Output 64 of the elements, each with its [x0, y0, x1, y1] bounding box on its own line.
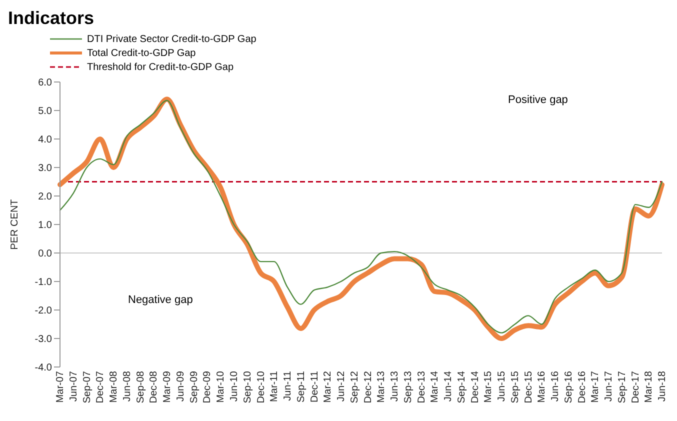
y-axis-title: PER CENT: [10, 199, 21, 250]
x-tick-label: Jun-17: [604, 370, 615, 402]
chart-title: Indicators: [8, 8, 96, 28]
x-tick-label: Jun-14: [443, 370, 454, 402]
x-tick-label: Sep-10: [242, 370, 254, 404]
x-tick-label: Mar-16: [536, 370, 548, 403]
x-tick-label: Dec-14: [470, 370, 481, 404]
legend-label: Threshold for Credit-to-GDP Gap: [87, 62, 234, 72]
y-tick-label: -1.0: [34, 277, 52, 288]
x-tick-label: Sep-17: [616, 370, 628, 404]
y-tick-label: 1.0: [38, 220, 52, 232]
x-tick-label: Dec-08: [148, 370, 160, 404]
x-tick-label: Dec-17: [630, 370, 642, 404]
y-tick-label: 0.0: [38, 248, 52, 260]
x-tick-label: Dec-15: [523, 370, 534, 404]
x-tick-label: Sep-14: [456, 370, 468, 404]
x-tick-label: Jun-10: [229, 370, 240, 402]
x-tick-label: Mar-09: [162, 370, 174, 403]
x-tick-label: Mar-14: [430, 370, 441, 403]
x-tick-label: Sep-13: [402, 370, 414, 404]
x-tick-label: Mar-10: [216, 370, 227, 403]
x-tick-label: Sep-09: [188, 370, 200, 404]
y-tick-label: -2.0: [34, 306, 52, 317]
x-tick-label: Dec-12: [362, 370, 374, 404]
x-tick-label: Dec-16: [576, 370, 588, 404]
x-tick-label: Jun-15: [496, 370, 508, 402]
x-tick-label: Jun-08: [122, 370, 133, 402]
x-tick-label: Mar-13: [376, 370, 388, 403]
annotation: Negative gap: [128, 294, 193, 306]
y-tick-label: 6.0: [38, 78, 52, 89]
x-tick-label: Mar-12: [322, 370, 334, 403]
y-tick-label: 2.0: [38, 192, 52, 203]
y-tick-label: -4.0: [34, 362, 52, 374]
annotation: Positive gap: [508, 94, 568, 106]
y-tick-label: 4.0: [38, 134, 52, 146]
x-tick-label: Mar-15: [483, 370, 494, 403]
x-tick-label: Mar-08: [108, 370, 120, 403]
x-tick-label: Mar-07: [55, 370, 66, 403]
x-tick-label: Jun-13: [390, 370, 401, 402]
x-tick-label: Jun-09: [176, 370, 186, 402]
x-tick-label: Jun-18: [657, 370, 668, 402]
x-tick-label: Sep-08: [135, 370, 146, 404]
x-tick-label: Sep-11: [296, 370, 307, 403]
legend-label: Total Credit-to-GDP Gap: [87, 48, 196, 58]
x-tick-label: Sep-12: [349, 370, 360, 404]
x-tick-label: Sep-15: [510, 370, 521, 404]
x-tick-label: Dec-11: [309, 370, 320, 402]
y-tick-label: 3.0: [38, 163, 52, 174]
x-tick-label: Mar-11: [269, 370, 280, 402]
x-tick-label: Dec-13: [416, 370, 428, 404]
legend-label: DTI Private Sector Credit-to-GDP Gap: [87, 34, 256, 44]
x-tick-label: Dec-09: [202, 370, 214, 404]
x-tick-label: Jun-12: [336, 370, 348, 402]
y-tick-label: 5.0: [38, 106, 52, 118]
y-tick-label: -3.0: [34, 334, 52, 346]
x-tick-label: Jun-11: [282, 370, 294, 401]
x-tick-label: Dec-07: [95, 370, 106, 404]
x-tick-label: Sep-07: [82, 370, 93, 404]
x-tick-label: Dec-10: [256, 370, 267, 404]
x-tick-label: Sep-16: [563, 370, 574, 404]
x-tick-label: Jun-07: [68, 370, 80, 402]
x-tick-label: Mar-18: [644, 370, 655, 403]
x-tick-label: Jun-16: [550, 370, 562, 402]
x-tick-label: Mar-17: [590, 370, 602, 403]
